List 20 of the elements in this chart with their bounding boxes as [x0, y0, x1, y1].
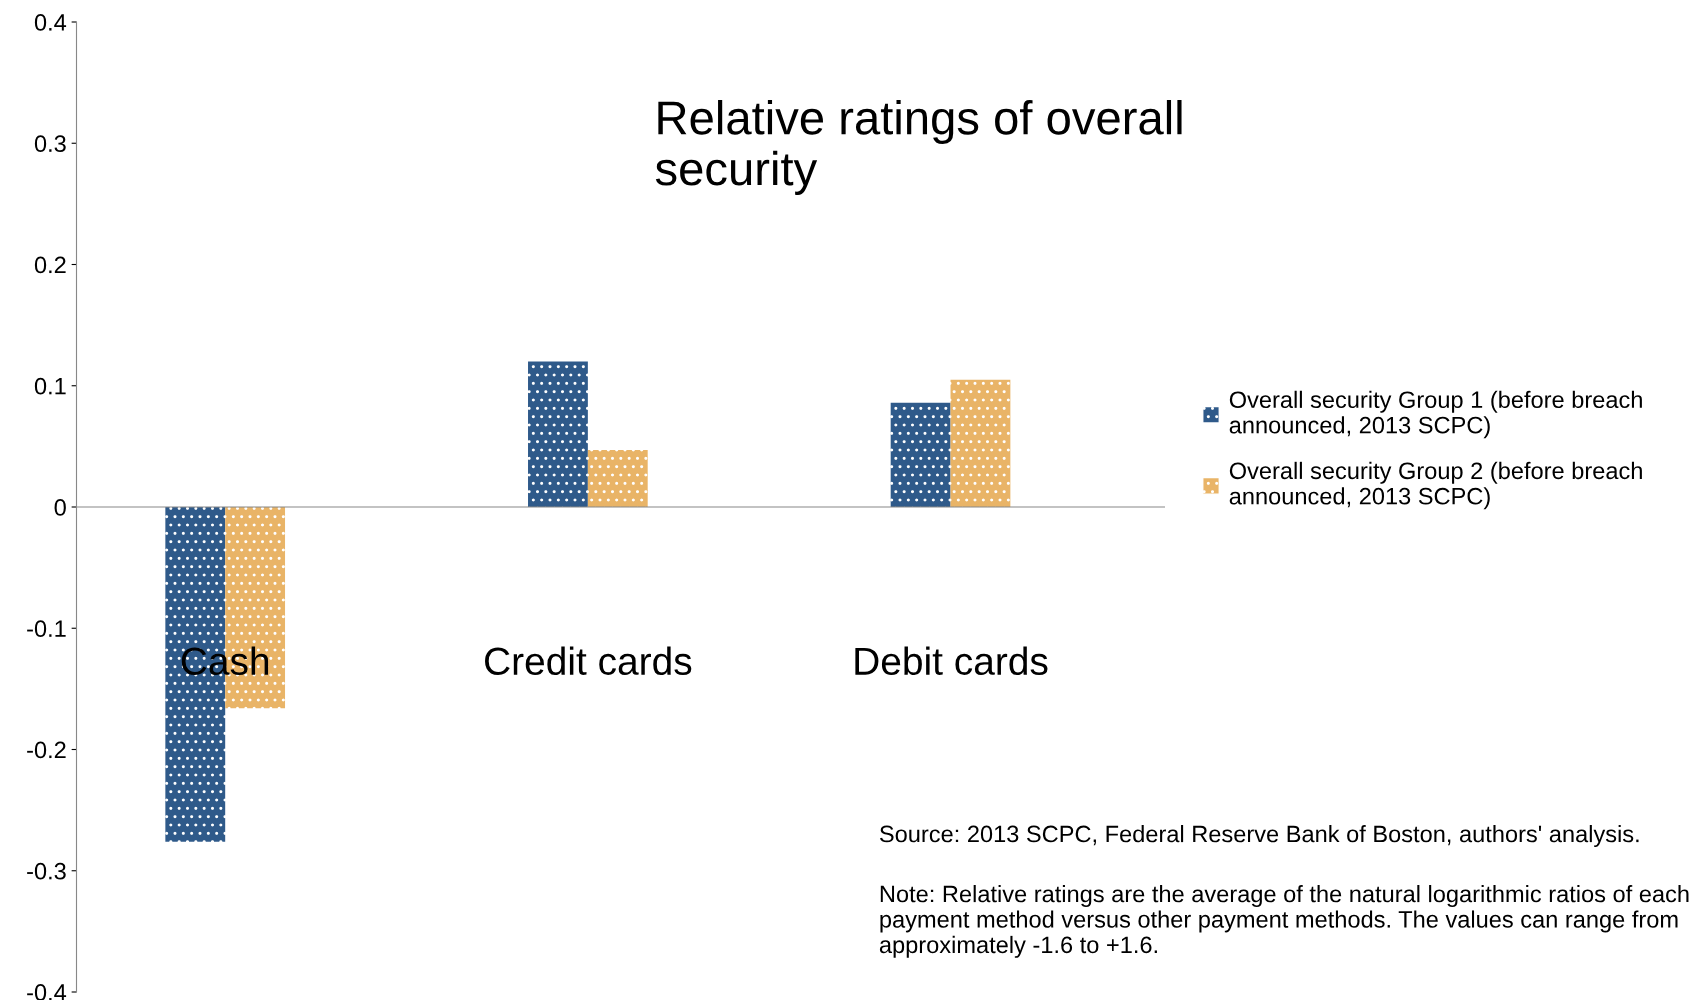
text: Relative ratings of overall security — [655, 100, 1182, 195]
bar — [587, 450, 648, 507]
x-tick-label: Credit cards — [485, 646, 692, 676]
bar — [950, 379, 1011, 507]
legend-label: Overall security Group 1 (before breach announced, 2013 SCPC) — [1229, 390, 1642, 439]
x-tick-label: Debit cards — [855, 646, 1048, 676]
y-tick-label: 0.3 — [34, 135, 66, 153]
legend-label: Overall security Group 2 (before breach announced, 2013 SCPC) — [1229, 461, 1642, 510]
annotation: Source: 2013 SCPC, Federal Reserve Bank of Boston, authors' analysis. — [879, 825, 1639, 848]
bar — [890, 402, 951, 507]
y-tick-label: 0.4 — [34, 14, 67, 31]
annotation: Note: Relative ratings are the average of the natural logarithmic ratios of each payment method versus other payment methods. The values can range from approximately -1.6 to +1.6. — [879, 885, 1689, 958]
y-tick-label: 0 — [54, 499, 66, 516]
y-tick-label: -0.2 — [27, 741, 66, 759]
y-tick-label: -0.4 — [27, 984, 67, 1000]
y-tick-label: 0.1 — [34, 377, 66, 395]
y-tick-label: 0.2 — [34, 256, 66, 274]
y-tick-label: -0.1 — [27, 620, 66, 638]
bar — [528, 361, 588, 507]
y-tick-label: -0.3 — [27, 862, 66, 880]
